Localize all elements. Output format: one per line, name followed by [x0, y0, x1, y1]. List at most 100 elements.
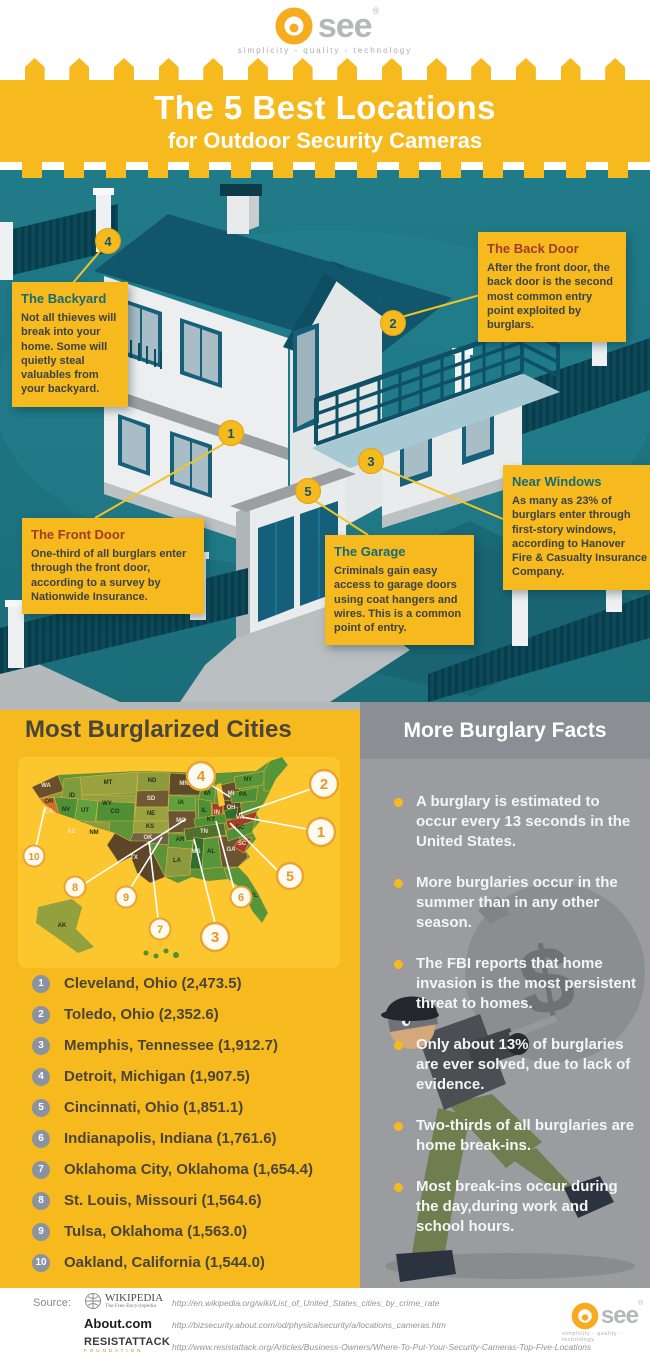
wikipedia-name: WIKIPEDIA	[105, 1291, 164, 1304]
fact-item: Two-thirds of all burglaries are home br…	[394, 1116, 640, 1156]
callout-title: The Backyard	[21, 291, 107, 306]
rank-badge: 10	[32, 1253, 50, 1272]
resistattack-logo: RESISTATTACK	[84, 1336, 171, 1348]
svg-text:OH: OH	[227, 805, 236, 811]
about-logo: About.com	[84, 1316, 152, 1331]
svg-text:9: 9	[123, 892, 129, 904]
house-marker-2: 2	[380, 310, 406, 336]
logo-text: see	[317, 6, 373, 45]
rank-badge: 8	[32, 1191, 50, 1210]
svg-text:MO: MO	[176, 818, 186, 824]
callout-back-door: The Back Door After the front door, the …	[478, 232, 626, 343]
svg-text:CO: CO	[111, 809, 120, 815]
callout-body: Not all thieves will break into your hom…	[21, 312, 117, 396]
svg-text:LA: LA	[173, 858, 182, 864]
cities-section-title: Most Burglarized Cities	[25, 716, 292, 743]
svg-text:AZ: AZ	[67, 829, 75, 835]
bullet-icon	[394, 960, 403, 969]
gable-window	[293, 323, 319, 433]
callout-body: One-third of all burglars enter through …	[31, 548, 187, 603]
fact-item: The FBI reports that home invasion is th…	[394, 954, 640, 1014]
header: see ® simplicity - quality - technology	[0, 0, 650, 58]
callout-garage: The Garage Criminals gain easy access to…	[325, 535, 474, 646]
rank-badge: 5	[32, 1098, 50, 1117]
rank-badge: 9	[32, 1222, 50, 1241]
svg-text:IN: IN	[214, 810, 220, 816]
burglar-illustration: $	[381, 883, 645, 1282]
rank-badge: 4	[32, 1067, 50, 1086]
q-logo-icon	[571, 1302, 599, 1330]
bullet-icon	[394, 1122, 403, 1131]
callout-body: After the front door, the back door is t…	[487, 262, 613, 332]
bullet-icon	[394, 1183, 403, 1192]
svg-text:KY: KY	[207, 817, 215, 823]
garage	[230, 468, 356, 644]
fact-text: A burglary is estimated to occur every 1…	[416, 793, 631, 850]
svg-text:MT: MT	[104, 780, 113, 786]
fact-text: More burglaries occur in the summer than…	[416, 874, 618, 931]
source-label: Source:	[33, 1297, 71, 1309]
hawaii	[143, 948, 179, 959]
svg-text:OR: OR	[45, 799, 55, 805]
city-label: Oklahoma City, Oklahoma (1,654.4)	[64, 1161, 313, 1178]
balcony-railing	[314, 325, 560, 446]
wikipedia-sub: The Free Encyclopedia	[105, 1302, 157, 1309]
fact-text: Only about 13% of burglaries are ever so…	[416, 1036, 631, 1093]
city-label: Toledo, Ohio (2,352.6)	[64, 1006, 219, 1023]
logo-tagline: simplicity - quality - technology	[237, 46, 413, 55]
list-item: 10 Oakland, California (1,544.0)	[0, 1247, 360, 1278]
city-label: Cleveland, Ohio (2,473.5)	[64, 975, 242, 992]
banner-teeth-edge	[0, 162, 650, 178]
page-title-line2: for Outdoor Security Cameras	[167, 128, 483, 153]
footer-qsee-logo: see ® simplicity - quality - technology	[562, 1300, 650, 1343]
list-item: 9 Tulsa, Oklahoma (1,563.0)	[0, 1216, 360, 1247]
footer: Source: WIKIPEDIA The Free Encyclopedia …	[0, 1288, 650, 1361]
registered-mark: ®	[372, 6, 380, 16]
upper-window-2	[180, 318, 222, 388]
source-logos: WIKIPEDIA The Free Encyclopedia About.co…	[84, 1290, 172, 1353]
svg-text:WA: WA	[41, 783, 51, 789]
svg-text:5: 5	[286, 868, 294, 884]
source-urls: http://en.wikipedia.org/wiki/List_of_Uni…	[172, 1296, 602, 1361]
facts-section-title: More Burglary Facts	[403, 718, 607, 742]
callout-connector-lines	[71, 242, 504, 536]
list-item: 7 Oklahoma City, Oklahoma (1,654.4)	[0, 1154, 360, 1185]
svg-text:8: 8	[72, 882, 78, 894]
globe-icon	[85, 1293, 101, 1309]
svg-text:4: 4	[197, 768, 206, 785]
callout-title: The Back Door	[487, 241, 579, 256]
svg-text:WI: WI	[203, 791, 211, 797]
facts-section-header: More Burglary Facts	[360, 702, 650, 759]
svg-text:CA: CA	[45, 809, 54, 815]
city-label: Memphis, Tennessee (1,912.7)	[64, 1037, 278, 1054]
logo-tagline: simplicity - quality - technology	[562, 1331, 622, 1343]
fact-text: The FBI reports that home invasion is th…	[416, 955, 637, 1012]
list-item: 8 St. Louis, Missouri (1,564.6)	[0, 1185, 360, 1216]
list-item: 1 Cleveland, Ohio (2,473.5)	[0, 968, 360, 999]
callout-front-door: The Front Door One-third of all burglars…	[22, 518, 204, 615]
svg-text:NM: NM	[89, 830, 98, 836]
registered-mark: ®	[637, 1300, 644, 1307]
fact-text: Most break-ins occur during the day,duri…	[416, 1178, 618, 1235]
list-item: 2 Toledo, Ohio (2,352.6)	[0, 999, 360, 1030]
callout-title: The Front Door	[31, 527, 125, 542]
svg-text:NY: NY	[244, 777, 252, 783]
svg-text:SC: SC	[238, 841, 247, 847]
title-banner: The 5 Best Locations for Outdoor Securit…	[0, 58, 650, 178]
qsee-logo: see ® simplicity - quality - technology	[0, 4, 650, 55]
us-map: WA OR ID MT ND SD MN WI MI IA WY NE NV C…	[22, 757, 340, 959]
svg-text:IA: IA	[178, 800, 185, 806]
money-bag	[465, 883, 645, 1063]
svg-text:KS: KS	[146, 824, 154, 830]
banner-picket-edge	[0, 58, 650, 80]
source-url: http://bizsecurity.about.com/od/physical…	[172, 1320, 446, 1330]
svg-text:GA: GA	[227, 847, 237, 853]
svg-text:6: 6	[238, 892, 244, 904]
map-markers: 1 2 3 4 5 6 7 8 9 10	[22, 760, 340, 953]
chimney	[220, 184, 262, 234]
us-map-panel: WA OR ID MT ND SD MN WI MI IA WY NE NV C…	[18, 757, 340, 968]
svg-text:MS: MS	[192, 849, 201, 855]
bullet-icon	[394, 879, 403, 888]
state-patches	[32, 757, 288, 923]
